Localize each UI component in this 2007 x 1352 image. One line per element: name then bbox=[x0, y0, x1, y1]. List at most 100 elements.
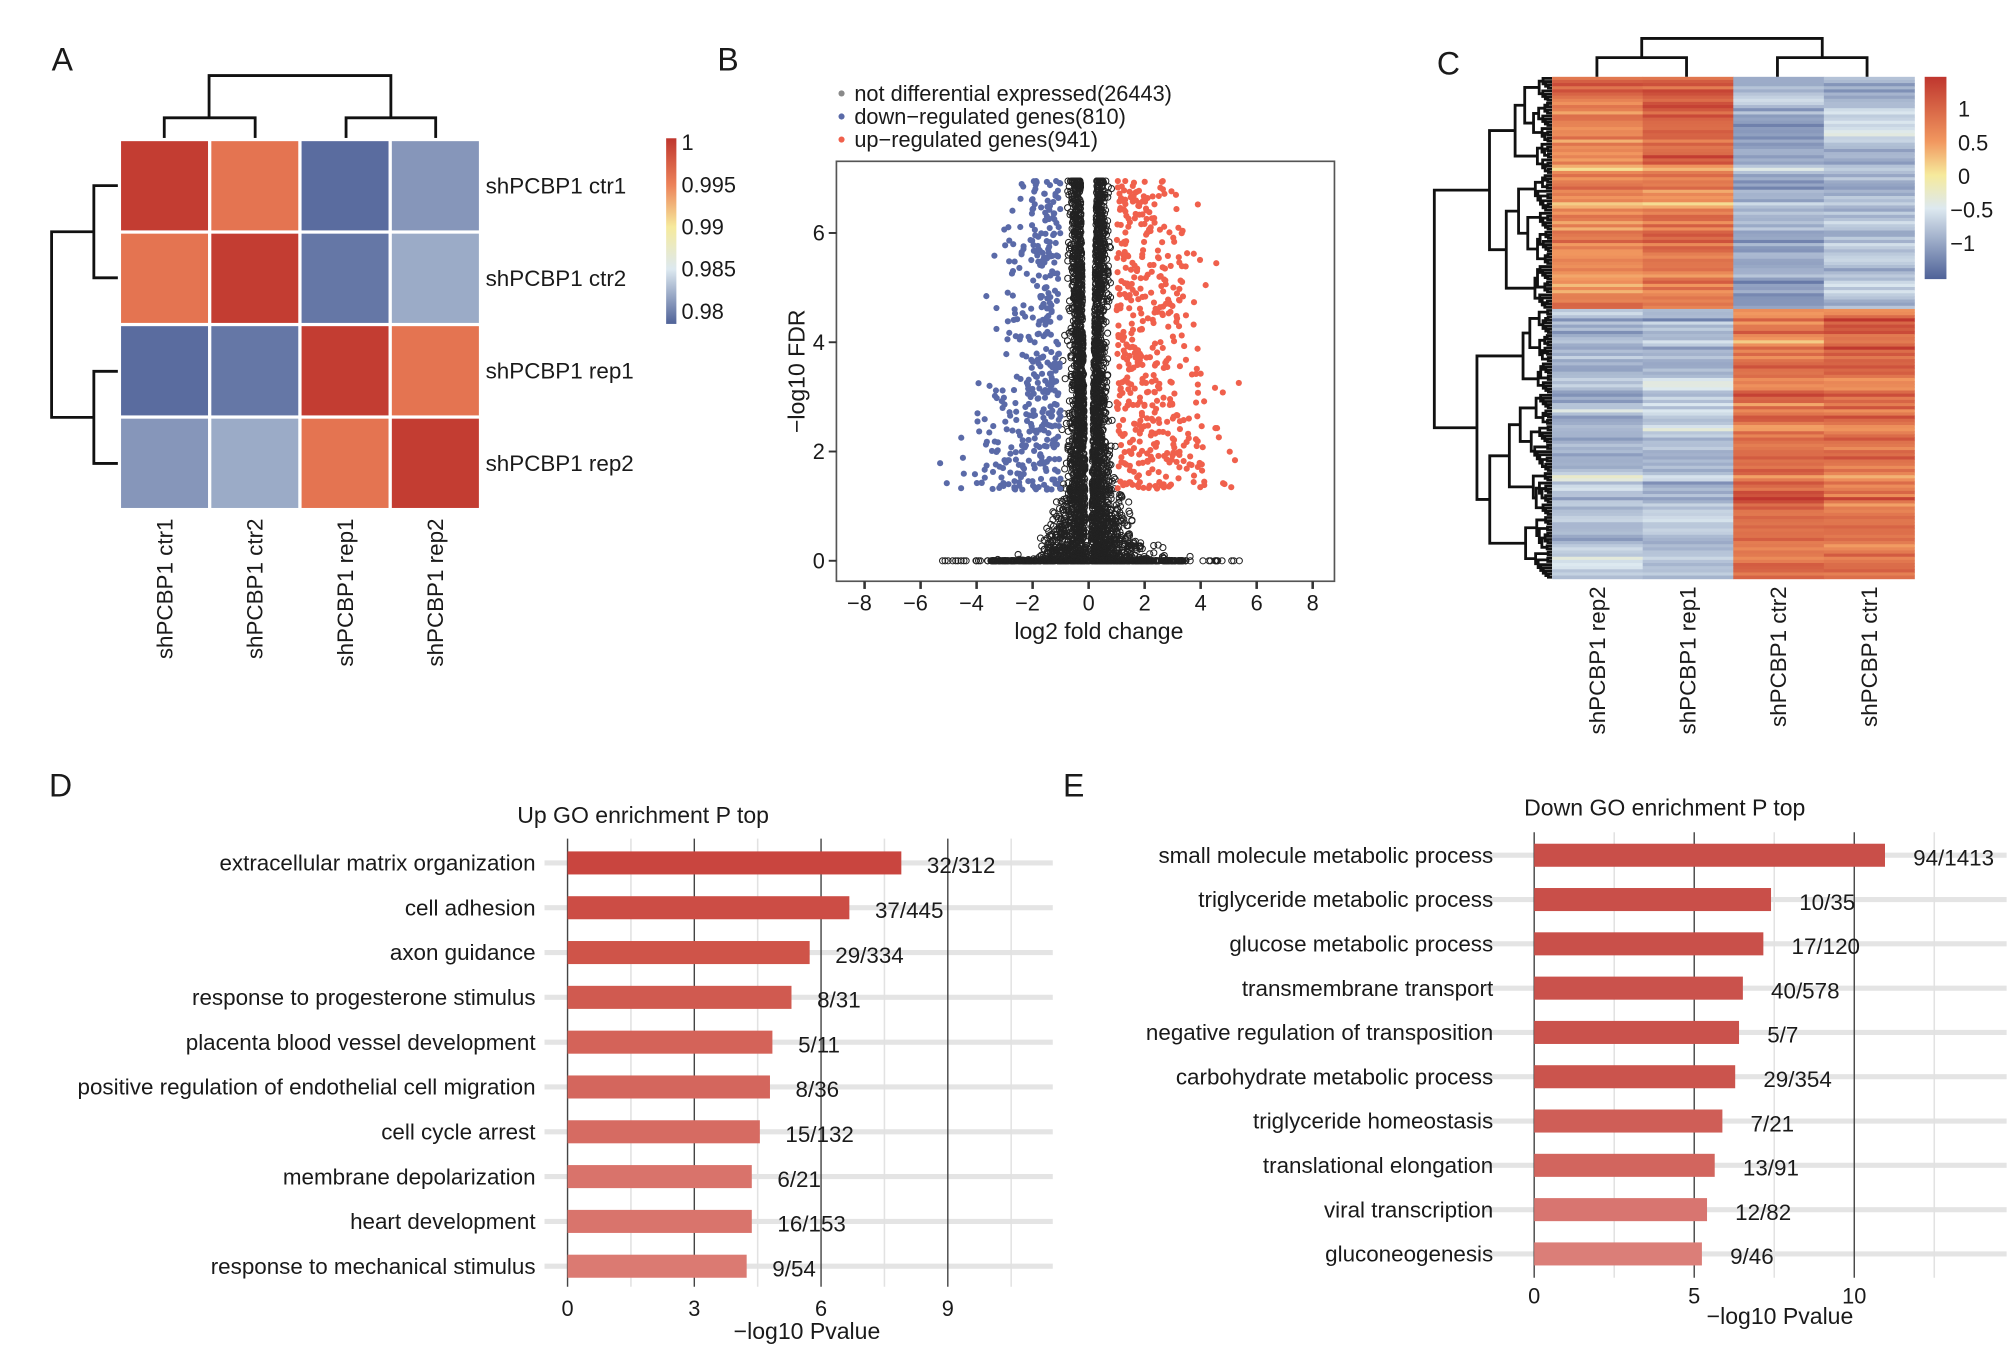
heatmap-row-cell bbox=[1552, 305, 1644, 310]
point-down-regulated bbox=[1018, 181, 1025, 188]
point-up-regulated bbox=[1170, 338, 1178, 345]
row-label: shPCBP1 rep1 bbox=[486, 358, 634, 383]
heatmap-row-cell bbox=[1552, 224, 1644, 228]
heatmap-row-cell bbox=[1823, 108, 1915, 112]
point-not-differential bbox=[1064, 251, 1072, 259]
point-up-regulated bbox=[1151, 309, 1158, 316]
point-up-regulated bbox=[1144, 458, 1151, 465]
point-not-differential bbox=[1071, 347, 1079, 356]
point-not-differential bbox=[949, 557, 957, 565]
heatmap-cell bbox=[388, 415, 483, 512]
point-down-regulated bbox=[1050, 210, 1057, 217]
heatmap-row-cell bbox=[1823, 327, 1915, 332]
heatmap-row-cell bbox=[1642, 236, 1734, 241]
heatmap-row-cell bbox=[1642, 148, 1734, 153]
point-not-differential bbox=[1228, 557, 1236, 565]
volcano-points bbox=[937, 177, 1243, 565]
panel-c-expression-heatmap: C shPCBP1 rep2 shPCBP1 rep1 shPCBP1 ctr2 sh… bbox=[1432, 37, 1993, 734]
heatmap-row-cell bbox=[1733, 318, 1825, 322]
heatmap-cell bbox=[298, 415, 392, 512]
point-not-differential bbox=[1071, 416, 1079, 424]
point-down-regulated bbox=[1041, 285, 1048, 292]
point-down-regulated bbox=[1043, 467, 1050, 474]
point-down-regulated bbox=[1031, 447, 1038, 454]
point-not-differential bbox=[1096, 209, 1104, 218]
point-not-differential bbox=[1070, 519, 1078, 527]
point-up-regulated bbox=[1118, 458, 1125, 466]
heatmap-row-cell bbox=[1642, 308, 1734, 313]
heatmap-row-cell bbox=[1733, 164, 1825, 169]
point-down-regulated bbox=[1056, 363, 1063, 371]
point-not-differential bbox=[1101, 269, 1109, 277]
point-down-regulated bbox=[1043, 345, 1050, 353]
point-down-regulated bbox=[1007, 450, 1014, 457]
point-down-regulated bbox=[996, 463, 1003, 470]
point-not-differential bbox=[1090, 496, 1098, 504]
point-up-regulated bbox=[1138, 325, 1145, 332]
point-not-differential bbox=[1057, 545, 1065, 553]
heatmap-row-cell bbox=[1642, 79, 1734, 84]
point-down-regulated bbox=[1046, 224, 1053, 232]
heatmap-row-cell bbox=[1552, 255, 1644, 260]
heatmap-row-cell bbox=[1642, 255, 1734, 260]
point-down-regulated bbox=[1019, 310, 1026, 317]
point-up-regulated bbox=[1143, 215, 1150, 223]
heatmap-row-cell bbox=[1733, 305, 1825, 310]
point-up-regulated bbox=[1176, 418, 1183, 425]
heatmap-row-cell bbox=[1733, 274, 1825, 279]
point-not-differential bbox=[1075, 420, 1084, 428]
point-down-regulated bbox=[1049, 437, 1057, 444]
point-down-regulated bbox=[1049, 476, 1056, 483]
point-up-regulated bbox=[1122, 177, 1129, 185]
heatmap-row-cell bbox=[1642, 105, 1734, 109]
heatmap-row-cell bbox=[1823, 158, 1915, 163]
point-not-differential bbox=[1068, 502, 1076, 511]
heatmap-row-cell bbox=[1552, 114, 1644, 119]
point-not-differential bbox=[1159, 544, 1167, 552]
point-not-differential bbox=[1120, 515, 1128, 523]
heatmap-row-cell bbox=[1552, 205, 1644, 210]
point-not-differential bbox=[1065, 437, 1073, 445]
point-not-differential bbox=[1078, 469, 1086, 477]
point-not-differential bbox=[1072, 346, 1080, 355]
heatmap-row-cell bbox=[1733, 324, 1825, 329]
point-not-differential bbox=[962, 557, 970, 565]
point-up-regulated bbox=[1137, 352, 1144, 359]
point-down-regulated bbox=[1053, 441, 1060, 448]
point-down-regulated bbox=[1051, 216, 1058, 223]
heatmap-row-cell bbox=[1552, 127, 1644, 131]
heatmap-row-cell bbox=[1733, 217, 1825, 222]
point-up-regulated bbox=[1161, 223, 1168, 230]
point-not-differential bbox=[1091, 414, 1099, 422]
point-down-regulated bbox=[1017, 333, 1024, 340]
point-not-differential bbox=[1107, 491, 1115, 499]
point-not-differential bbox=[1064, 445, 1072, 453]
heatmap-row-cell bbox=[1733, 327, 1825, 332]
point-not-differential bbox=[1067, 365, 1076, 373]
heatmap-row-cell bbox=[1552, 155, 1644, 159]
point-down-regulated bbox=[1028, 197, 1035, 204]
point-not-differential bbox=[1092, 532, 1100, 540]
heatmap-row-cell bbox=[1552, 315, 1644, 319]
heatmap-row-cell bbox=[1823, 92, 1915, 97]
heatmap-row-cell bbox=[1642, 101, 1734, 106]
heatmap-row-cell bbox=[1552, 324, 1644, 329]
heatmap-row-cell bbox=[1733, 186, 1825, 191]
heatmap-row-cell bbox=[1642, 283, 1734, 288]
point-up-regulated bbox=[1194, 345, 1201, 352]
heatmap-row-cell bbox=[1823, 164, 1915, 169]
point-not-differential bbox=[1072, 340, 1080, 348]
heatmap-row-cell bbox=[1552, 217, 1644, 222]
point-down-regulated bbox=[996, 484, 1003, 491]
point-down-regulated bbox=[1009, 207, 1016, 214]
point-up-regulated bbox=[1178, 332, 1185, 339]
point-up-regulated bbox=[1190, 472, 1198, 479]
heatmap-row-cell bbox=[1642, 186, 1734, 191]
point-up-regulated bbox=[1173, 458, 1180, 466]
heatmap-row-cell bbox=[1642, 95, 1734, 100]
point-down-regulated bbox=[1052, 239, 1059, 247]
point-not-differential bbox=[1178, 557, 1186, 565]
heatmap-row-cell bbox=[1823, 189, 1915, 194]
point-not-differential bbox=[1078, 503, 1086, 511]
point-up-regulated bbox=[1188, 371, 1196, 378]
